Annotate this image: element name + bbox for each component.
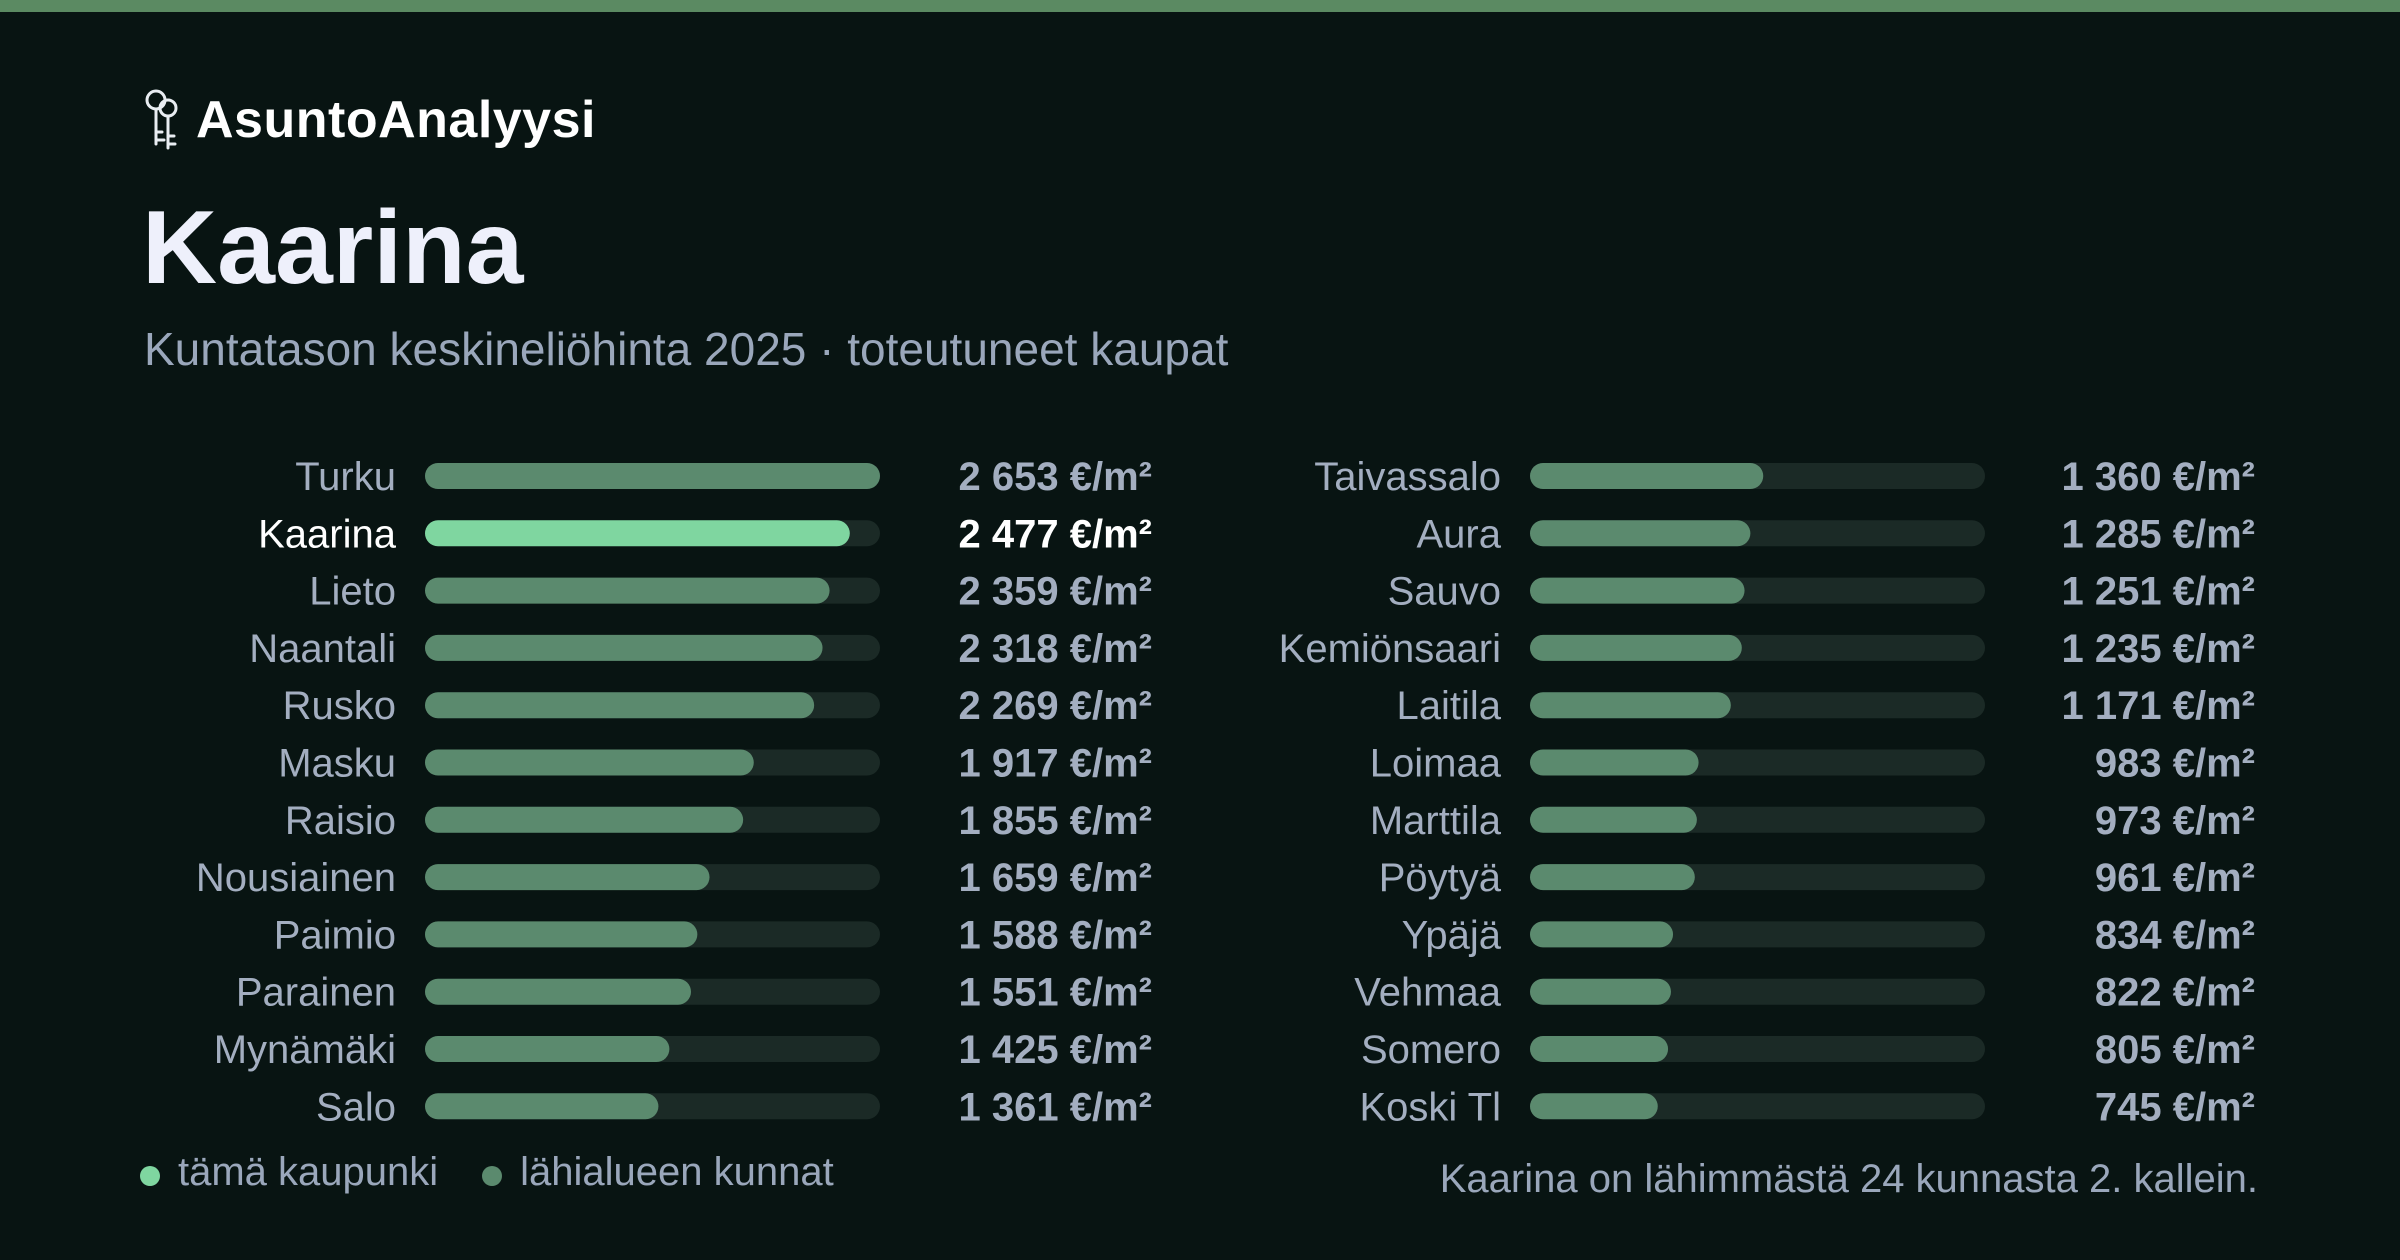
value-label-somero: 805 €/m²	[2095, 1028, 2255, 1072]
bar-sauvo	[1530, 577, 1745, 604]
bar-mynämäki	[425, 1036, 670, 1062]
bar-naantali	[425, 634, 823, 661]
bar-salo	[425, 1093, 659, 1120]
bar-taivassalo	[1530, 463, 1764, 489]
category-label-rusko: Rusko	[283, 684, 396, 728]
bar-rusko	[425, 692, 815, 719]
category-label-vehmaa: Vehmaa	[1354, 971, 1502, 1015]
value-label-turku: 2 653 €/m²	[959, 455, 1152, 499]
category-label-kaarina: Kaarina	[258, 512, 397, 556]
value-label-raisio: 1 855 €/m²	[959, 799, 1152, 843]
bar-paimio	[425, 921, 698, 948]
keys-icon	[145, 89, 178, 150]
value-label-lieto: 2 359 €/m²	[959, 570, 1152, 614]
value-label-marttila: 973 €/m²	[2095, 799, 2255, 843]
value-label-rusko: 2 269 €/m²	[959, 684, 1152, 728]
bar-nousiainen	[425, 864, 710, 891]
bar-marttila	[1530, 806, 1697, 833]
category-label-taivassalo: Taivassalo	[1314, 455, 1501, 499]
value-label-naantali: 2 318 €/m²	[959, 627, 1152, 671]
value-label-mynämäki: 1 425 €/m²	[959, 1028, 1152, 1072]
brand: AsuntoAnalyysi	[140, 88, 596, 152]
bar-lieto	[425, 577, 830, 604]
value-label-nousiainen: 1 659 €/m²	[959, 856, 1152, 900]
category-label-kemiönsaari: Kemiönsaari	[1279, 627, 1501, 671]
top-accent-bar	[0, 0, 2400, 12]
page-subtitle: Kuntatason keskineliöhinta 2025 · toteut…	[144, 323, 1229, 375]
category-label-laitila: Laitila	[1396, 684, 1501, 728]
category-label-somero: Somero	[1361, 1028, 1501, 1072]
bar-masku	[425, 749, 754, 776]
brand-name: AsuntoAnalyysi	[196, 91, 596, 149]
value-label-vehmaa: 822 €/m²	[2095, 971, 2255, 1015]
bar-turku	[425, 463, 880, 489]
category-label-turku: Turku	[295, 455, 396, 499]
category-label-nousiainen: Nousiainen	[196, 856, 396, 900]
bar-somero	[1530, 1036, 1669, 1062]
value-label-salo: 1 361 €/m²	[959, 1085, 1152, 1129]
legend-label-highlight: tämä kaupunki	[178, 1150, 439, 1194]
bar-parainen	[425, 978, 692, 1005]
bar-aura	[1530, 520, 1751, 547]
category-label-pöytyä: Pöytyä	[1379, 856, 1502, 900]
bar-kaarina	[425, 520, 850, 547]
value-label-loimaa: 983 €/m²	[2095, 742, 2255, 786]
category-label-marttila: Marttila	[1370, 799, 1502, 843]
legend-label-others: lähialueen kunnat	[520, 1150, 834, 1194]
legend-dot-highlight	[140, 1165, 160, 1186]
category-label-raisio: Raisio	[285, 799, 396, 843]
value-label-kemiönsaari: 1 235 €/m²	[2062, 627, 2255, 671]
bar-koski-tl	[1530, 1093, 1658, 1120]
bar-loimaa	[1530, 749, 1699, 776]
category-label-paimio: Paimio	[274, 913, 396, 957]
value-label-laitila: 1 171 €/m²	[2062, 684, 2255, 728]
legend-item-highlight: tämä kaupunki	[140, 1150, 438, 1195]
bar-pöytyä	[1530, 864, 1695, 891]
category-label-naantali: Naantali	[249, 627, 396, 671]
value-label-pöytyä: 961 €/m²	[2095, 856, 2255, 900]
bar-vehmaa	[1530, 978, 1671, 1005]
category-label-salo: Salo	[316, 1085, 396, 1129]
value-label-koski-tl: 745 €/m²	[2095, 1085, 2255, 1129]
category-label-koski-tl: Koski Tl	[1359, 1085, 1501, 1129]
category-label-lieto: Lieto	[309, 570, 396, 614]
legend: tämä kaupunki lähialueen kunnat	[140, 1150, 878, 1195]
value-label-sauvo: 1 251 €/m²	[2062, 570, 2255, 614]
category-label-mynämäki: Mynämäki	[214, 1028, 396, 1072]
value-label-kaarina: 2 477 €/m²	[959, 512, 1152, 556]
legend-dot-others	[482, 1165, 503, 1186]
bar-chart-left: Turku 2 653 €/m² Kaarina 2 477 €/m² Lieto 2 3…	[196, 455, 1152, 1129]
bar-ypäjä	[1530, 921, 1674, 948]
category-label-parainen: Parainen	[236, 971, 396, 1015]
page-title: Kaarina	[142, 190, 524, 306]
bar-kemiönsaari	[1530, 634, 1742, 661]
category-label-aura: Aura	[1417, 512, 1502, 556]
category-label-masku: Masku	[278, 742, 396, 786]
value-label-aura: 1 285 €/m²	[2062, 512, 2255, 556]
value-label-masku: 1 917 €/m²	[959, 742, 1152, 786]
value-label-ypäjä: 834 €/m²	[2095, 913, 2255, 957]
category-label-loimaa: Loimaa	[1370, 742, 1502, 786]
bar-chart-right: Taivassalo 1 360 €/m² Aura 1 285 €/m² Sauvo 1…	[1279, 455, 2255, 1129]
category-label-sauvo: Sauvo	[1388, 570, 1501, 614]
value-label-paimio: 1 588 €/m²	[959, 913, 1152, 957]
legend-item-others: lähialueen kunnat	[482, 1150, 834, 1195]
bar-raisio	[425, 806, 744, 833]
value-label-taivassalo: 1 360 €/m²	[2062, 455, 2255, 499]
category-label-ypäjä: Ypäjä	[1402, 913, 1502, 957]
ranking-footnote: Kaarina on lähimmästä 24 kunnasta 2. kal…	[1439, 1157, 2258, 1201]
value-label-parainen: 1 551 €/m²	[959, 971, 1152, 1015]
bar-laitila	[1530, 692, 1731, 719]
